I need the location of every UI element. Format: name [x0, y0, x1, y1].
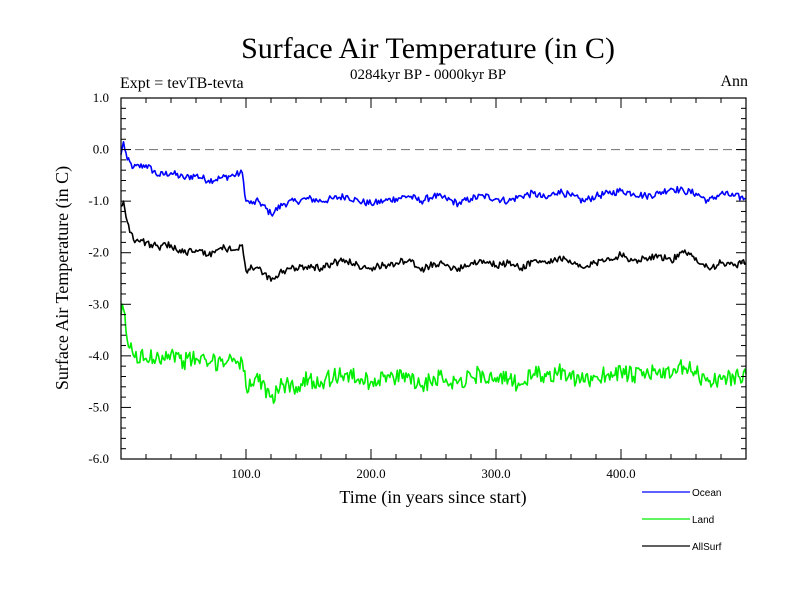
y-tick-label: 1.0 [93, 90, 109, 105]
y-tick-label: -6.0 [88, 451, 109, 466]
chart-subtitle: 0284kyr BP - 0000kyr BP [350, 67, 506, 83]
legend-ocean-label: Ocean [692, 488, 721, 499]
chart-title: Surface Air Temperature (in C) [241, 32, 615, 65]
x-tick-label: 100.0 [231, 466, 260, 481]
series-line-allsurf [120, 200, 747, 282]
y-tick-label: -3.0 [88, 296, 109, 311]
series-group [120, 141, 747, 405]
y-tick-label: -2.0 [88, 245, 109, 260]
y-tick-label: -1.0 [88, 193, 109, 208]
x-tick-label: 200.0 [356, 466, 385, 481]
x-tick-label: 300.0 [481, 466, 510, 481]
y-tick-label: -4.0 [88, 348, 109, 363]
x-ticks: 100.0 200.0 300.0 400.0 [145, 98, 722, 481]
legend-land-label: Land [692, 515, 714, 526]
x-axis-label: Time (in years since start) [339, 487, 526, 508]
x-tick-label: 400.0 [606, 466, 635, 481]
y-tick-label: 0.0 [93, 142, 109, 157]
legend-allsurf-label: AllSurf [692, 542, 722, 553]
series-line-land [120, 303, 747, 405]
season-label: Ann [720, 73, 748, 90]
experiment-label: Expt = tevTB-tevta [120, 75, 244, 92]
plot-frame [120, 97, 747, 460]
y-ticks: 1.0 0.0 -1.0 -2.0 -3.0 -4.0 -5.0 -6.0 [88, 90, 746, 466]
y-axis-label: Surface Air Temperature (in C) [52, 166, 73, 390]
legend: Ocean Land AllSurf [642, 488, 722, 553]
plot-border [120, 97, 747, 460]
series-line-ocean [120, 141, 747, 217]
y-tick-label: -5.0 [88, 399, 109, 414]
